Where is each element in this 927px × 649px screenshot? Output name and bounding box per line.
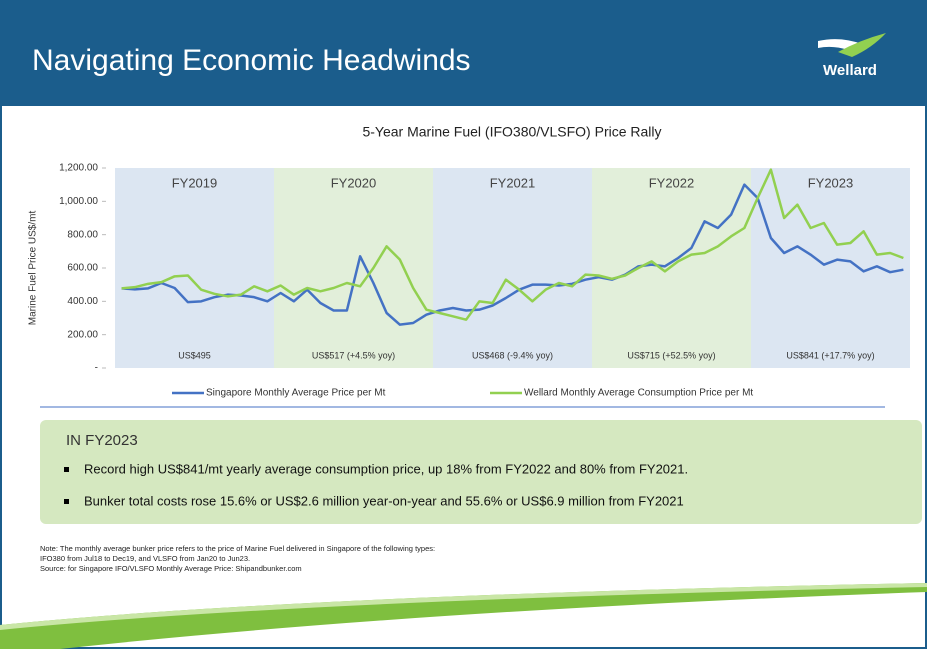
swoosh (0, 583, 927, 649)
period-note: US$841 (+17.7% yoy) (786, 350, 874, 360)
header-bar (0, 0, 927, 106)
period-label: FY2019 (172, 175, 218, 190)
header-title: Navigating Economic Headwinds (32, 44, 471, 77)
legend-label: Singapore Monthly Average Price per Mt (206, 388, 386, 399)
logo: Wellard (818, 33, 886, 79)
y-tick-label: 800.00 (67, 229, 98, 240)
period-label: FY2022 (649, 175, 695, 190)
period-label: FY2023 (808, 175, 854, 190)
y-tick-label: 1,000.00 (59, 196, 98, 207)
period-note: US$495 (178, 350, 211, 360)
swoosh-highlight (0, 583, 927, 630)
period-band (592, 168, 751, 368)
highlight-box (40, 420, 922, 524)
series-line (121, 183, 904, 326)
swoosh-shape (0, 583, 927, 649)
y-tick-label: - (95, 363, 98, 374)
highlight-heading: IN FY2023 (66, 432, 138, 449)
highlight-item: Record high US$841/mt yearly average con… (84, 461, 688, 476)
period-note: US$468 (-9.4% yoy) (472, 350, 553, 360)
logo-wing (838, 33, 886, 57)
chart-title: 5-Year Marine Fuel (IFO380/VLSFO) Price … (362, 124, 661, 140)
period-note: US$517 (+4.5% yoy) (312, 350, 395, 360)
series-line (121, 168, 904, 321)
highlight-item: Bunker total costs rose 15.6% or US$2.6 … (84, 493, 684, 508)
y-tick-label: 600.00 (67, 263, 98, 274)
note-line: Source: for Singapore IFO/VLSFO Monthly … (40, 564, 302, 573)
y-tick-label: 400.00 (67, 296, 98, 307)
period-band (115, 168, 274, 368)
period-band (433, 168, 592, 368)
bullet-list: Record high US$841/mt yearly average con… (64, 461, 688, 508)
period-label: FY2020 (331, 175, 377, 190)
chart: 5-Year Marine Fuel (IFO380/VLSFO) Price … (28, 124, 910, 399)
y-tick-label: 200.00 (67, 329, 98, 340)
legend-label: Wellard Monthly Average Consumption Pric… (524, 388, 753, 399)
period-band (274, 168, 433, 368)
note-line: IFO380 from Jul18 to Dec19, and VLSFO fr… (40, 554, 250, 563)
y-tick-label: 1,200.00 (59, 163, 98, 174)
period-band (751, 168, 910, 368)
note-line: Note: The monthly average bunker price r… (40, 544, 435, 553)
y-axis-label: Marine Fuel Price US$/mt (28, 211, 39, 326)
logo-text: Wellard (823, 62, 877, 79)
notes: Note: The monthly average bunker price r… (40, 544, 435, 573)
period-note: US$715 (+52.5% yoy) (627, 350, 715, 360)
bullet (64, 467, 69, 472)
period-label: FY2021 (490, 175, 536, 190)
bullet (64, 499, 69, 504)
